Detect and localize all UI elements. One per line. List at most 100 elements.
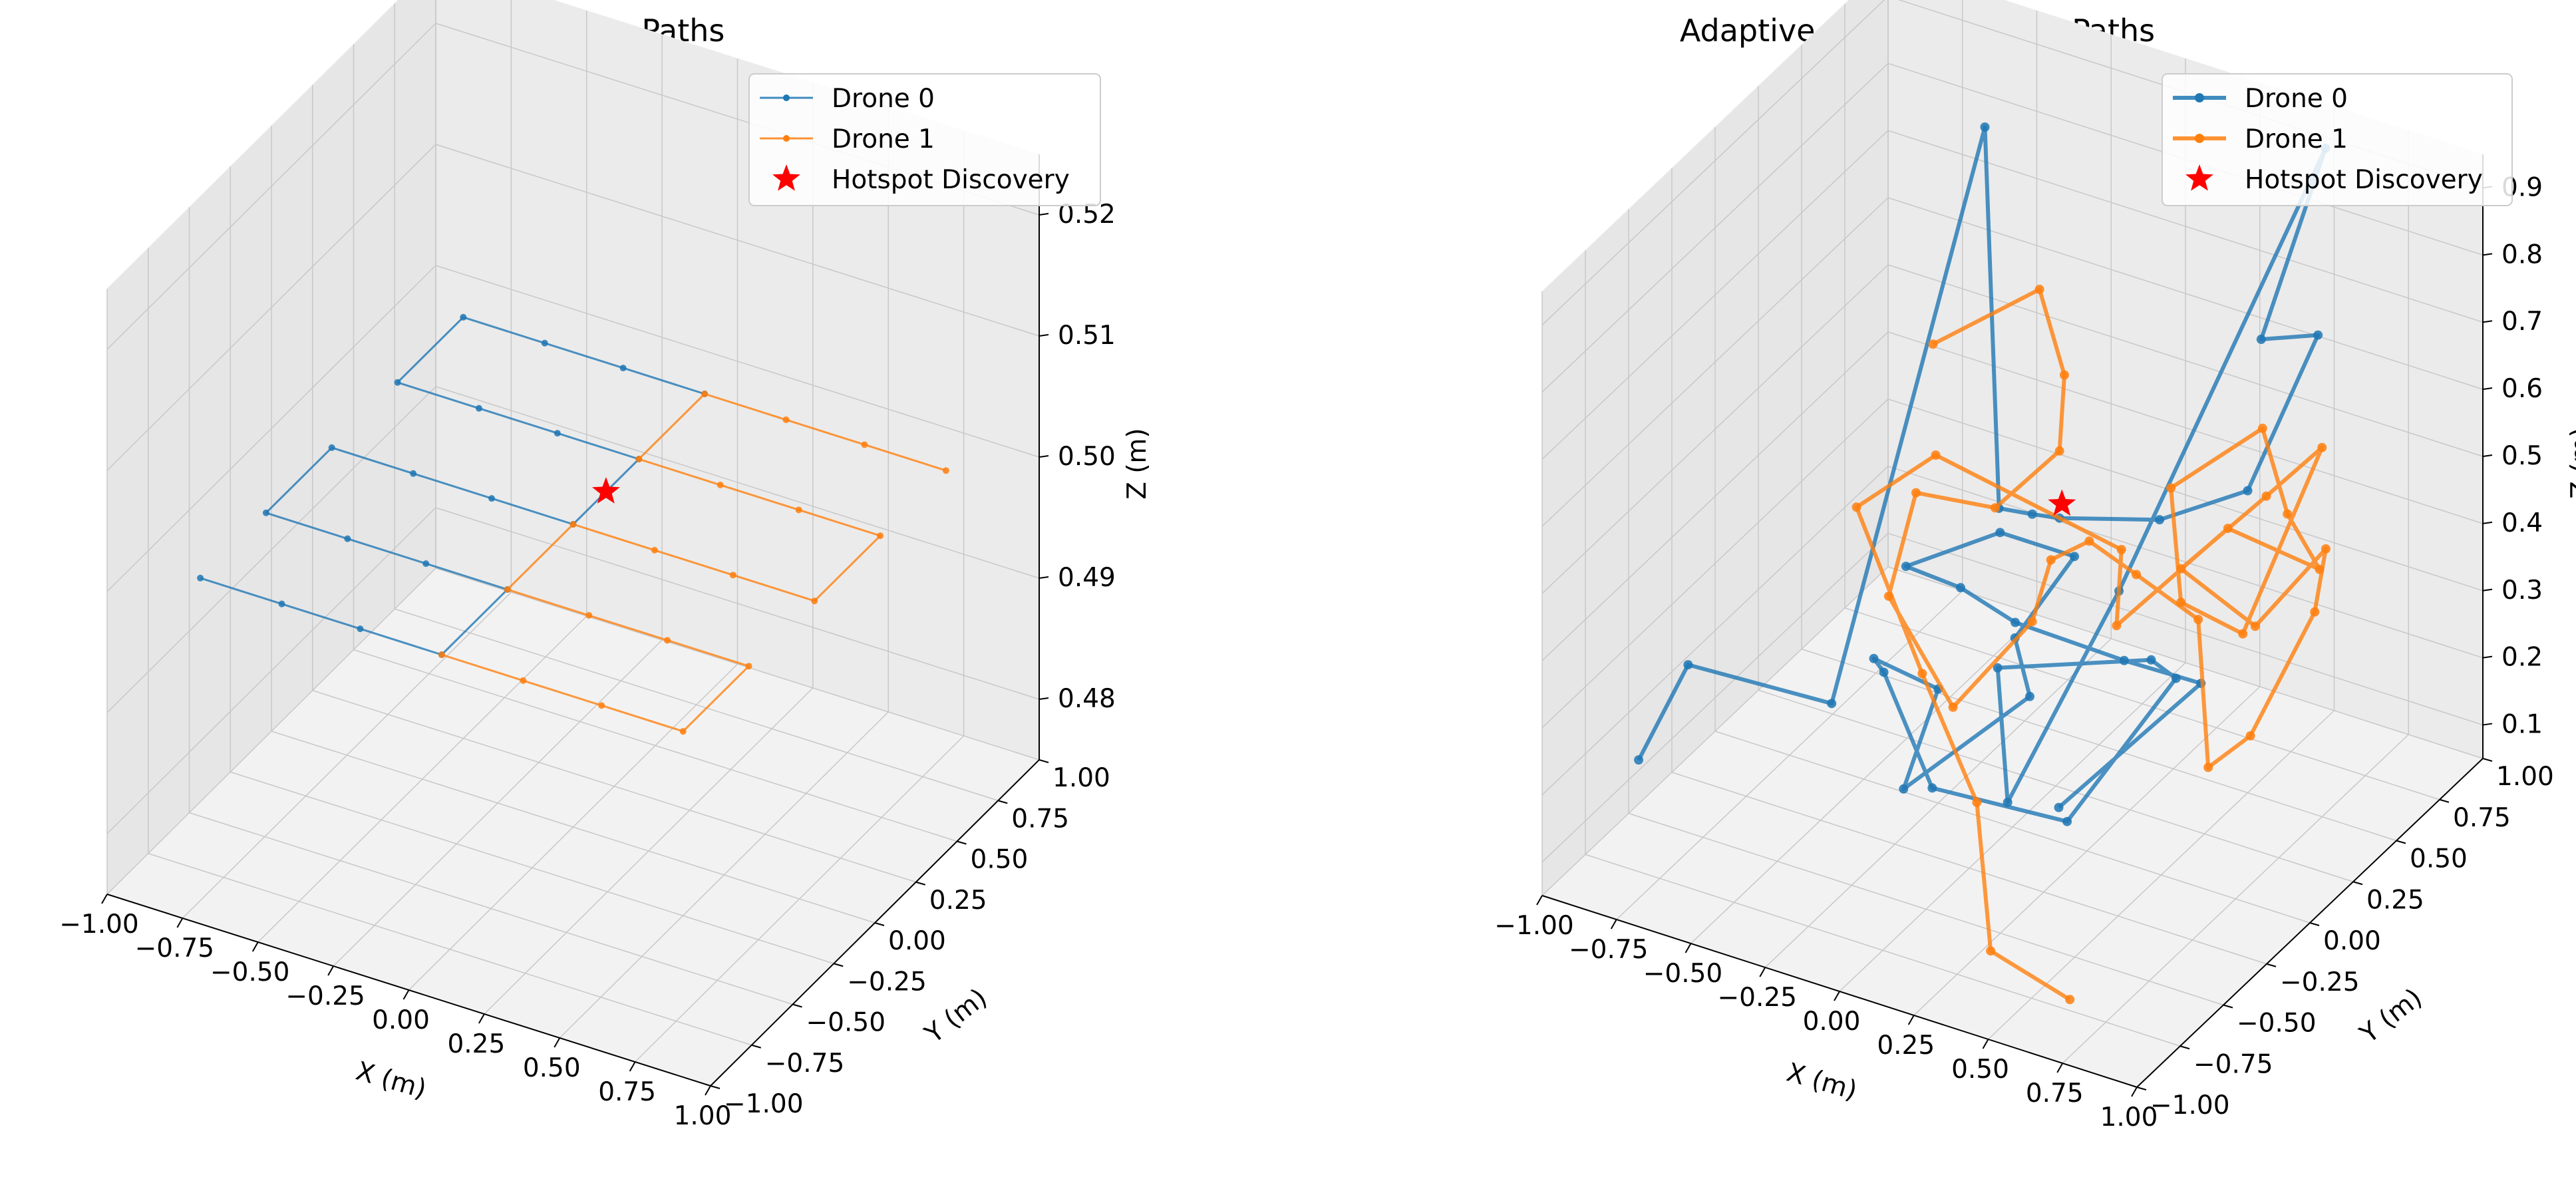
y-axis-label: Y (m) (919, 983, 993, 1050)
y-tick-label: −1.00 (724, 1089, 804, 1119)
grid-line (395, 608, 999, 801)
grid-line (312, 690, 916, 883)
data-point-drone-1 (782, 416, 790, 423)
data-point-drone-0 (1869, 653, 1879, 663)
y-tick (751, 1044, 762, 1049)
data-point-drone-1 (877, 532, 884, 540)
x-tick (1834, 991, 1840, 1001)
grid-line (106, 386, 436, 713)
y-tick-label: 1.00 (1052, 763, 1110, 793)
y-tick (2439, 798, 2450, 803)
x-tick (1536, 895, 1543, 906)
y-tick (2482, 758, 2493, 762)
y-tick (2352, 881, 2363, 886)
z-axis-label: Z (m) (2566, 427, 2576, 499)
data-point-drone-1 (2250, 621, 2260, 631)
data-point-drone-1 (2203, 762, 2213, 772)
data-point-drone-1 (2046, 555, 2056, 565)
y-tick (2223, 1004, 2233, 1009)
data-point-drone-1 (2132, 570, 2142, 580)
y-tick (957, 840, 967, 845)
data-point-drone-1 (2060, 370, 2069, 380)
grid-line (271, 731, 876, 924)
data-point-drone-1 (717, 481, 724, 488)
x-tick (402, 989, 410, 1000)
data-point-drone-1 (2245, 731, 2255, 741)
grid-line (1585, 854, 2181, 1047)
grid-line (106, 265, 436, 592)
grid-line (1887, 465, 2484, 659)
x-tick (629, 1061, 636, 1072)
data-point-drone-1 (795, 506, 802, 514)
y-tick (1039, 759, 1049, 763)
zigzag-panel: Zigzag Pattern Paths −1.00−0.75−0.50−0.2… (59, 0, 1152, 1131)
data-point-drone-1 (2223, 524, 2233, 534)
z-tick-label: 0.48 (1058, 684, 1116, 714)
z-tick-label: 0.5 (2501, 441, 2543, 471)
x-tick-label: −0.50 (1643, 959, 1723, 989)
z-tick (2482, 320, 2493, 323)
x-tick (251, 941, 259, 952)
y-tick-label: 0.00 (2323, 926, 2381, 956)
data-point-drone-1 (701, 391, 709, 397)
legend-marker (783, 135, 790, 142)
z-tick (1039, 455, 1049, 458)
grid-line (1671, 772, 2267, 965)
y-tick-label: 0.50 (971, 845, 1029, 875)
legend-label: Drone 0 (2245, 84, 2348, 114)
data-point-drone-0 (2119, 655, 2129, 665)
data-point-drone-1 (569, 521, 577, 528)
data-point-drone-0 (197, 574, 204, 582)
grid-line (1541, 466, 1889, 796)
z-tick-label: 0.3 (2501, 576, 2543, 605)
data-point-drone-0 (1899, 784, 1909, 794)
y-tick (792, 1003, 802, 1008)
legend-marker (772, 164, 800, 191)
data-point-drone-1 (504, 586, 511, 593)
grid-line (1887, 532, 2484, 726)
x-tick-label: 0.50 (523, 1053, 581, 1083)
x-tick-label: 1.00 (674, 1101, 732, 1131)
data-point-drone-0 (541, 339, 548, 347)
data-point-drone-1 (438, 651, 445, 658)
data-point-drone-1 (729, 572, 736, 579)
grid-line (1887, 566, 2484, 759)
data-point-drone-0 (1956, 583, 1965, 593)
data-point-drone-1 (2261, 491, 2271, 501)
grid-line (1887, 331, 2484, 524)
data-point-drone-1 (635, 456, 643, 462)
data-point-drone-1 (1917, 669, 1927, 679)
x-tick-label: 0.00 (372, 1005, 430, 1035)
x-tick (1685, 943, 1692, 953)
data-point-drone-0 (422, 560, 430, 568)
z-tick (1039, 334, 1049, 337)
grid-line (1541, 331, 1889, 661)
grid-line (1541, 0, 1885, 325)
y-tick-label: −0.25 (2280, 967, 2360, 997)
x-tick-label: −1.00 (59, 910, 139, 939)
legend: Drone 0 Drone 1 Hotspot Discovery (2162, 73, 2513, 206)
grid-line (435, 568, 1040, 760)
y-tick (833, 963, 844, 967)
data-point-drone-0 (2027, 509, 2037, 519)
data-point-drone-1 (2027, 617, 2037, 627)
z-tick-label: 0.50 (1058, 442, 1116, 472)
data-point-drone-0 (2243, 486, 2253, 496)
y-tick-label: −0.50 (806, 1008, 886, 1038)
data-point-drone-1 (1948, 702, 1958, 712)
z-tick (2482, 588, 2493, 591)
series-line-drone-1 (1854, 287, 2328, 1001)
z-tick-label: 0.51 (1058, 321, 1116, 351)
data-point-drone-0 (1901, 562, 1911, 572)
z-tick (2482, 723, 2493, 726)
y-tick (710, 1085, 721, 1089)
z-tick (2482, 655, 2493, 659)
x-axis-label: X (m) (1784, 1058, 1861, 1106)
legend-label: Drone 1 (2245, 124, 2348, 154)
z-tick (1039, 213, 1049, 216)
data-point-drone-0 (619, 365, 627, 372)
x-tick-label: −0.75 (1569, 935, 1649, 965)
grid-line (1541, 63, 1889, 393)
legend-box (748, 73, 1101, 206)
data-point-drone-1 (2116, 545, 2126, 555)
